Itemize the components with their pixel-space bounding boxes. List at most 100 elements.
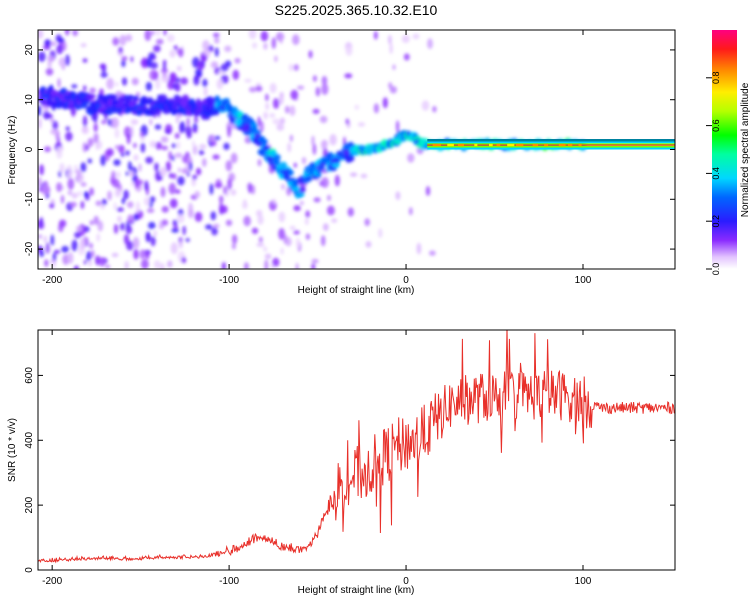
spectrogram-noise-cell [212, 32, 220, 38]
spectrogram-noise-cell [401, 34, 410, 44]
spectrogram-noise-cell [53, 249, 61, 254]
spectrogram-noise-cell [264, 259, 269, 269]
spectrogram-noise-cell [80, 200, 85, 210]
spectrogram-noise-cell [216, 78, 224, 90]
spectrogram-noise-cell [161, 206, 169, 213]
spectrogram-noise-cell [174, 82, 181, 92]
spectrogram-noise-cell [76, 171, 82, 180]
spectrogram-noise-cell [321, 75, 328, 86]
spectrogram-noise-cell [194, 211, 203, 222]
spectrogram-noise-cell [146, 208, 155, 214]
spectrogram-y-tick-label: 20 [24, 44, 35, 56]
spectrogram-noise-cell [293, 205, 301, 212]
spectrogram-noise-cell [186, 117, 190, 128]
spectrogram-noise-cell [89, 87, 96, 94]
spectrogram-noise-cell [111, 170, 116, 180]
colorbar-tick-label: 0.8 [711, 72, 721, 85]
spectrogram-noise-cell [99, 63, 107, 69]
spectrogram-noise-cell [311, 258, 319, 264]
spectrogram-noise-cell [57, 78, 61, 88]
spectrogram-noise-cell [403, 53, 410, 61]
spectrogram-noise-cell [378, 228, 383, 239]
spectrogram-band-stripe [427, 145, 675, 148]
spectrogram-noise-cell [312, 108, 320, 114]
spectrogram-noise-cell [181, 256, 187, 264]
spectrogram-noise-cell [155, 141, 163, 150]
spectrogram-noise-cell [252, 42, 258, 49]
spectrogram-ridge-cell [229, 118, 236, 124]
spectrogram-noise-cell [150, 62, 158, 69]
snr-y-label: SNR (10 * v/v) [7, 418, 18, 482]
spectrogram-noise-cell [130, 181, 135, 186]
spectrogram-noise-cell [62, 254, 70, 265]
spectrogram-band-peak [457, 143, 464, 147]
snr-x-tick-label: -100 [219, 576, 239, 587]
spectrogram-ridge-cell [141, 98, 150, 106]
spectrogram-noise-cell [319, 115, 328, 124]
spectrogram-noise-cell [58, 219, 67, 228]
spectrogram-noise-cell [82, 58, 88, 63]
spectrogram-noise-cell [278, 211, 286, 223]
spectrogram-noise-cell [395, 120, 400, 133]
spectrogram-noise-cell [154, 124, 162, 130]
spectrogram-noise-cell [407, 153, 415, 163]
spectrogram-noise-cell [297, 85, 305, 90]
spectrogram-noise-cell [115, 81, 119, 87]
spectrogram-noise-cell [69, 201, 77, 208]
spectrogram-y-tick-label: -10 [24, 192, 35, 207]
spectrogram-noise-cell [43, 111, 51, 120]
spectrogram-ridge-cell [212, 111, 220, 116]
spectrogram-noise-cell [274, 55, 278, 63]
spectrogram-noise-cell [50, 234, 55, 246]
spectrogram-noise-cell [265, 102, 270, 111]
spectrogram-noise-cell [276, 123, 285, 131]
spectrogram-band-stripe [427, 139, 675, 142]
spectrogram-noise-cell [168, 173, 174, 179]
spectrogram-noise-cell [121, 197, 126, 205]
spectrogram-y-label: Frequency (Hz) [7, 116, 18, 185]
spectrogram-ridge-cell [305, 175, 313, 182]
spectrogram-noise-cell [313, 197, 321, 203]
spectrogram-noise-cell [192, 174, 198, 180]
spectrogram-noise-cell [163, 30, 167, 36]
spectrogram-noise-cell [197, 61, 205, 71]
spectrogram-noise-cell [289, 105, 296, 116]
spectrogram-noise-cell [95, 255, 101, 266]
spectrogram-ridge-cell [293, 186, 301, 192]
spectrogram-noise-cell [195, 68, 203, 76]
spectrogram-noise-cell [49, 41, 57, 47]
spectrogram-noise-cell [95, 200, 102, 206]
spectrogram-noise-cell [100, 72, 108, 78]
spectrogram-noise-cell [43, 44, 51, 50]
spectrogram-noise-cell [208, 135, 215, 143]
spectrogram-noise-cell [126, 135, 131, 145]
spectrogram-noise-cell [114, 188, 122, 198]
spectrogram-noise-cell [62, 41, 67, 51]
spectrogram-noise-cell [131, 77, 139, 86]
spectrogram-noise-cell [272, 118, 281, 125]
spectrogram-noise-cell [311, 135, 315, 146]
spectrogram-noise-cell [98, 140, 103, 149]
spectrogram-noise-cell [89, 242, 93, 249]
spectrogram-band-peak [558, 143, 566, 147]
spectrogram-noise-cell [93, 123, 98, 132]
spectrogram-noise-cell [205, 224, 213, 230]
spectrogram-noise-cell [38, 117, 42, 130]
spectrogram-noise-cell [230, 152, 238, 164]
spectrogram-noise-cell [50, 128, 58, 135]
spectrogram-noise-cell [295, 237, 300, 249]
spectrogram-noise-cell [123, 189, 129, 200]
spectrogram-noise-cell [230, 189, 237, 196]
spectrogram-noise-cell [88, 137, 94, 147]
spectrogram-noise-cell [171, 143, 177, 149]
spectrogram-noise-cell [354, 104, 360, 110]
spectrogram-noise-cell [82, 115, 88, 127]
spectrogram-noise-cell [66, 164, 73, 172]
spectrogram-noise-cell [145, 81, 153, 91]
colorbar-tick-label: 0.2 [711, 215, 721, 228]
spectrogram-noise-cell [97, 220, 104, 232]
spectrogram-noise-cell [52, 252, 57, 262]
colorbar-tick-label: 0.6 [711, 119, 721, 132]
spectrogram-noise-cell [145, 156, 154, 164]
